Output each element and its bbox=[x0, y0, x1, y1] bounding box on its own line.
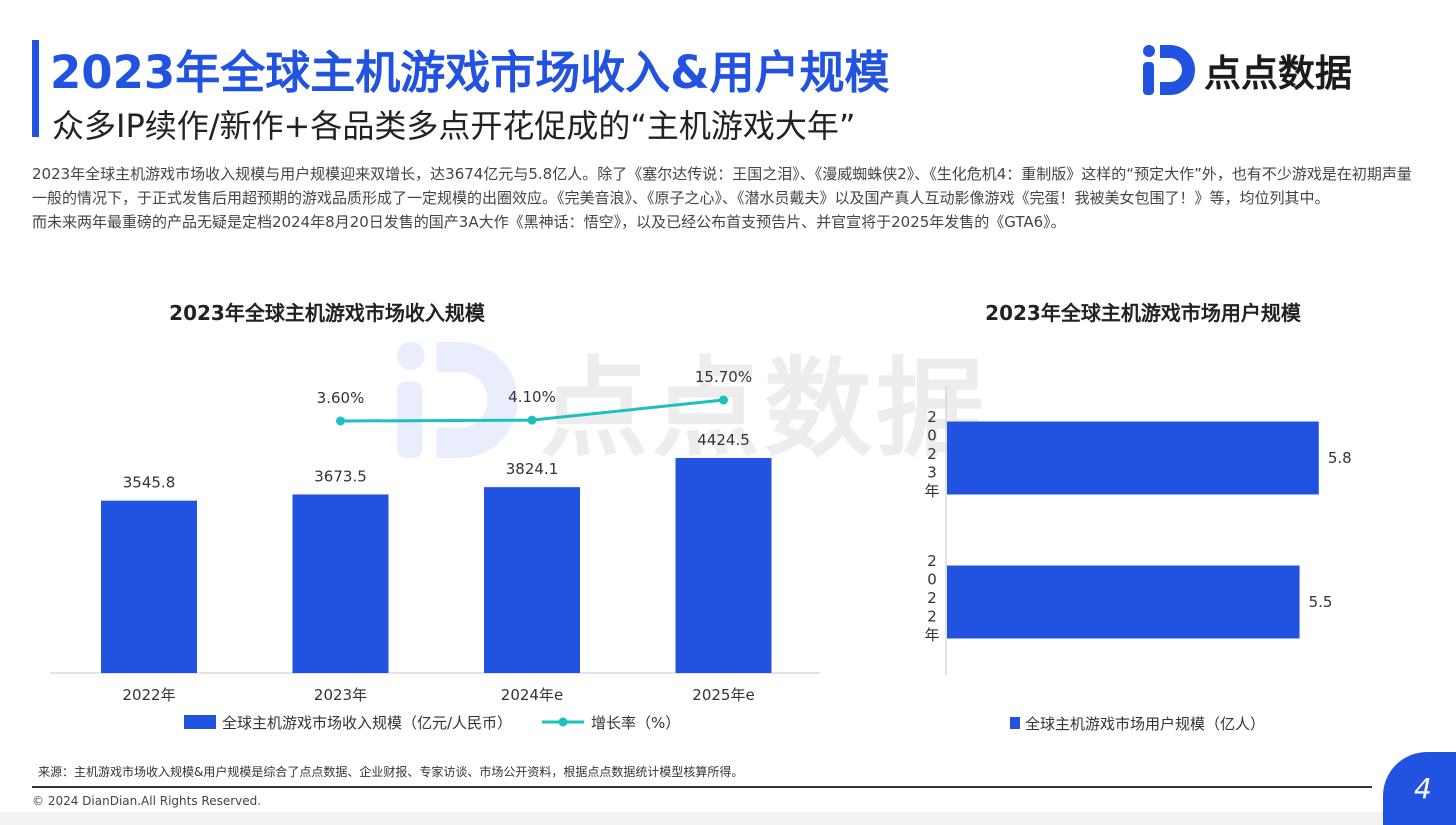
users-bar bbox=[947, 565, 1300, 639]
bar-value-label: 3673.5 bbox=[314, 467, 367, 485]
growth-rate-point bbox=[719, 395, 728, 405]
source-note: 来源：主机游戏市场收入规模&用户规模是综合了点点数据、企业财报、专家访谈、市场公… bbox=[38, 765, 744, 779]
growth-rate-label: 4.10% bbox=[508, 388, 556, 406]
growth-rate-point bbox=[527, 415, 537, 425]
page-title: 2023年全球主机游戏市场收入&用户规模 bbox=[50, 46, 890, 99]
chart-title: 2023年全球主机游戏市场收入规模 bbox=[169, 301, 486, 325]
page-number-tab bbox=[1383, 752, 1456, 825]
x-tick-label: 2025年e bbox=[692, 686, 754, 704]
growth-rate-label: 15.70% bbox=[695, 368, 752, 386]
intro-paragraph-1: 2023年全球主机游戏市场收入规模与用户规模迎来双增长，达3674亿元与5.8亿… bbox=[32, 165, 1412, 207]
bar-value-label: 5.5 bbox=[1309, 593, 1333, 611]
footer-divider bbox=[32, 786, 1372, 788]
logo-text: 点点数据 bbox=[1204, 52, 1352, 95]
dian-dian-logo-icon bbox=[1143, 45, 1195, 95]
growth-rate-point bbox=[336, 416, 345, 426]
legend-bar-label: 全球主机游戏市场收入规模（亿元/人民币） bbox=[222, 714, 512, 732]
page-number: 4 bbox=[1414, 772, 1432, 805]
revenue-bar bbox=[484, 487, 580, 673]
brand-logo: 点点数据 bbox=[1140, 42, 1352, 98]
footer-background-band bbox=[0, 812, 1456, 825]
legend-bar-label: 全球主机游戏市场用户规模（亿人） bbox=[1025, 715, 1265, 733]
legend-bar-swatch bbox=[1010, 717, 1020, 729]
page-subtitle: 众多IP续作/新作+各品类多点开花促成的“主机游戏大年” bbox=[52, 107, 856, 145]
bar-value-label: 3824.1 bbox=[506, 460, 559, 478]
x-tick-label: 2023年 bbox=[314, 686, 367, 704]
x-tick-label: 2022年 bbox=[122, 686, 175, 704]
users-chart: 2023年全球主机游戏市场用户规模 5.8 2 0 2 3 年 5.5 2 0 2 2 年全球主机游戏市… bbox=[924, 301, 1352, 733]
legend-line-marker bbox=[558, 717, 568, 727]
title-accent-bar bbox=[32, 40, 39, 137]
revenue-bar bbox=[292, 494, 389, 673]
bar-value-label: 4424.5 bbox=[697, 431, 750, 449]
x-tick-label: 2024年e bbox=[501, 686, 563, 704]
revenue-bar bbox=[675, 457, 772, 673]
bar-value-label: 5.8 bbox=[1328, 449, 1352, 467]
intro-text: 2023年全球主机游戏市场收入规模与用户规模迎来双增长，达3674亿元与5.8亿… bbox=[32, 162, 1417, 234]
chart-title: 2023年全球主机游戏市场用户规模 bbox=[985, 301, 1302, 325]
legend-line-label: 增长率（%） bbox=[591, 714, 680, 732]
bar-value-label: 3545.8 bbox=[123, 474, 176, 492]
revenue-chart: 2023年全球主机游戏市场收入规模 3545.8 2022年 3673.5 2023年 3… bbox=[50, 301, 820, 732]
users-bar bbox=[947, 421, 1319, 495]
intro-paragraph-2: 而未来两年最重磅的产品无疑是定档2024年8月20日发售的国产3A大作《黑神话：… bbox=[32, 213, 1066, 231]
revenue-bar bbox=[101, 500, 197, 673]
growth-rate-label: 3.60% bbox=[317, 389, 365, 407]
copyright: © 2024 DianDian.All Rights Reserved. bbox=[32, 794, 262, 808]
legend-bar-swatch bbox=[184, 715, 216, 729]
